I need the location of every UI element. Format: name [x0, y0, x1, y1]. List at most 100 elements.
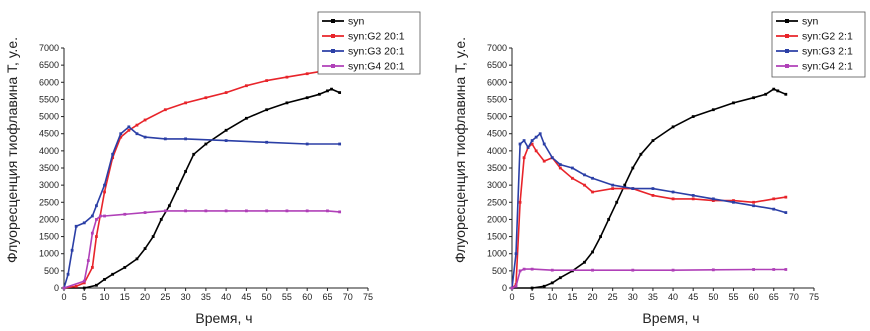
- x-tick-label: 30: [181, 292, 191, 302]
- series-point: [305, 72, 309, 76]
- series-point: [784, 211, 788, 214]
- series-point: [103, 214, 106, 218]
- series-point: [184, 209, 187, 213]
- y-tick-label: 2000: [39, 214, 59, 224]
- series-point: [119, 132, 123, 136]
- series-point: [583, 173, 586, 177]
- series-point: [691, 197, 695, 201]
- y-tick-label: 1500: [39, 232, 59, 242]
- series-point: [631, 268, 635, 272]
- x-tick-label: 0: [509, 292, 514, 302]
- series-point: [776, 89, 780, 93]
- series-point: [571, 176, 574, 180]
- series-point: [285, 75, 289, 79]
- series-point: [534, 135, 538, 139]
- series-point: [522, 139, 526, 142]
- legend-marker: [785, 49, 789, 53]
- series-point: [518, 142, 522, 146]
- y-tick-label: 3500: [487, 163, 507, 173]
- series-point: [167, 204, 171, 208]
- series-point: [135, 257, 139, 261]
- series-point: [752, 268, 755, 271]
- x-tick-label: 10: [100, 292, 110, 302]
- series-point: [530, 139, 534, 142]
- x-tick-label: 70: [789, 292, 799, 302]
- series-point: [135, 123, 139, 127]
- legend-label: syn: [348, 16, 365, 28]
- series-point: [143, 118, 147, 122]
- series-point: [671, 268, 675, 272]
- series-point: [70, 248, 74, 252]
- series-point: [752, 96, 755, 100]
- series-point: [599, 235, 602, 238]
- series-point: [623, 183, 627, 187]
- y-tick-label: 500: [44, 266, 59, 276]
- series-point: [338, 142, 342, 146]
- series-point: [224, 128, 228, 132]
- x-tick-label: 40: [221, 292, 231, 302]
- legend-label: syn:G3 2:1: [802, 46, 853, 58]
- y-tick-label: 5000: [487, 112, 507, 122]
- chart-panel-1: 0 5 10 15 20 25 30 35 40 45 50 55 60 65 70 75 0 500 1000 15…: [4, 11, 421, 326]
- x-tick-label: 15: [120, 292, 130, 302]
- y-tick-label: 4500: [487, 129, 507, 139]
- series-point: [772, 207, 776, 211]
- x-tick-label: 5: [530, 292, 535, 302]
- x-tick-label: 65: [322, 292, 332, 302]
- series-point: [631, 187, 635, 190]
- y-tick-label: 6500: [39, 60, 59, 70]
- series-point: [526, 146, 530, 149]
- y-tick-label: 3000: [39, 180, 59, 190]
- series-point: [518, 200, 522, 204]
- series-point: [639, 152, 643, 156]
- legend-marker: [785, 34, 789, 38]
- series-point: [711, 268, 715, 272]
- legend-label: syn:G2 2:1: [802, 31, 853, 43]
- series-point: [338, 210, 342, 214]
- series-point: [711, 199, 715, 202]
- series-point: [90, 231, 94, 235]
- series-point: [82, 279, 86, 283]
- x-tick-label: 15: [567, 292, 577, 302]
- series-point: [611, 187, 615, 190]
- series-point: [184, 170, 187, 173]
- series-point: [326, 209, 329, 213]
- series-point: [265, 140, 269, 144]
- y-tick-label: 2500: [39, 197, 59, 207]
- series-point: [711, 108, 715, 112]
- series-point: [607, 218, 611, 221]
- series-point: [119, 135, 123, 139]
- series-point: [111, 156, 115, 160]
- y-tick-label: 4000: [487, 146, 507, 156]
- series-point: [732, 199, 735, 202]
- y-tick-label: 6000: [39, 77, 59, 87]
- x-tick-label: 20: [588, 292, 598, 302]
- y-tick-label: 5000: [39, 112, 59, 122]
- series-line-2: [511, 143, 786, 289]
- series-point: [558, 163, 562, 166]
- series-point: [772, 87, 776, 91]
- series-point: [95, 235, 98, 238]
- y-tick-label: 1500: [487, 232, 507, 242]
- legend-label: syn:G2 20:1: [348, 31, 405, 43]
- series-point: [86, 259, 90, 262]
- y-tick-label: 7000: [39, 43, 59, 53]
- series-point: [66, 272, 70, 276]
- x-tick-label: 20: [140, 292, 150, 302]
- x-tick-label: 40: [668, 292, 678, 302]
- series-point: [163, 137, 167, 141]
- y-tick-label: 1000: [39, 249, 59, 259]
- y-tick-label: 0: [502, 283, 507, 293]
- series-point: [95, 204, 98, 208]
- series-point: [265, 209, 269, 213]
- series-point: [631, 166, 635, 170]
- series-point: [245, 84, 248, 88]
- series-point: [74, 224, 78, 228]
- series-point: [571, 166, 574, 170]
- series-point: [95, 218, 98, 221]
- series-point: [510, 286, 514, 290]
- series-point: [127, 128, 131, 132]
- series-point: [184, 137, 187, 141]
- x-tick-label: 75: [363, 292, 373, 302]
- y-tick-label: 7000: [487, 43, 507, 53]
